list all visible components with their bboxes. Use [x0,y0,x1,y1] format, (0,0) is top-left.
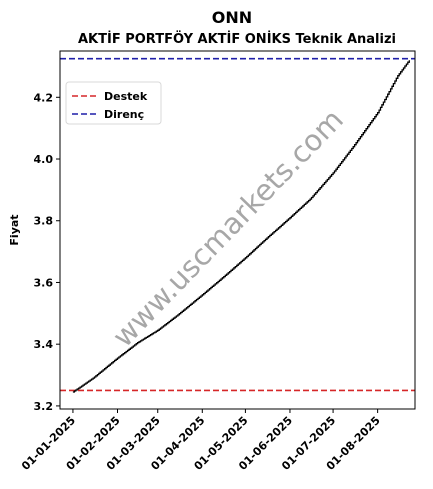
y-tick-label: 3.2 [34,400,54,413]
plot-frame [59,50,416,410]
y-axis-label: Fiyat [8,214,21,245]
price-series [72,60,410,393]
series-line [72,60,410,393]
watermark-text: www.uscmarkets.com [106,102,350,353]
chart-title: ONN [212,8,252,27]
y-tick-label: 4.0 [34,153,54,166]
legend: Destek Direnç [65,81,162,125]
legend-box [65,81,162,125]
legend-label-destek: Destek [104,90,148,103]
y-tick-label: 3.8 [34,215,54,228]
reference-lines [60,57,415,392]
y-tick-label: 3.6 [34,276,54,289]
y-tick-label: 4.2 [34,91,54,104]
legend-label-direnç: Direnç [104,108,144,121]
y-tick-label: 3.4 [34,338,54,351]
chart-subtitle: AKTİF PORTFÖY AKTİF ONİKS Teknik Analizi [78,31,396,47]
watermark: www.uscmarkets.com [106,102,350,353]
